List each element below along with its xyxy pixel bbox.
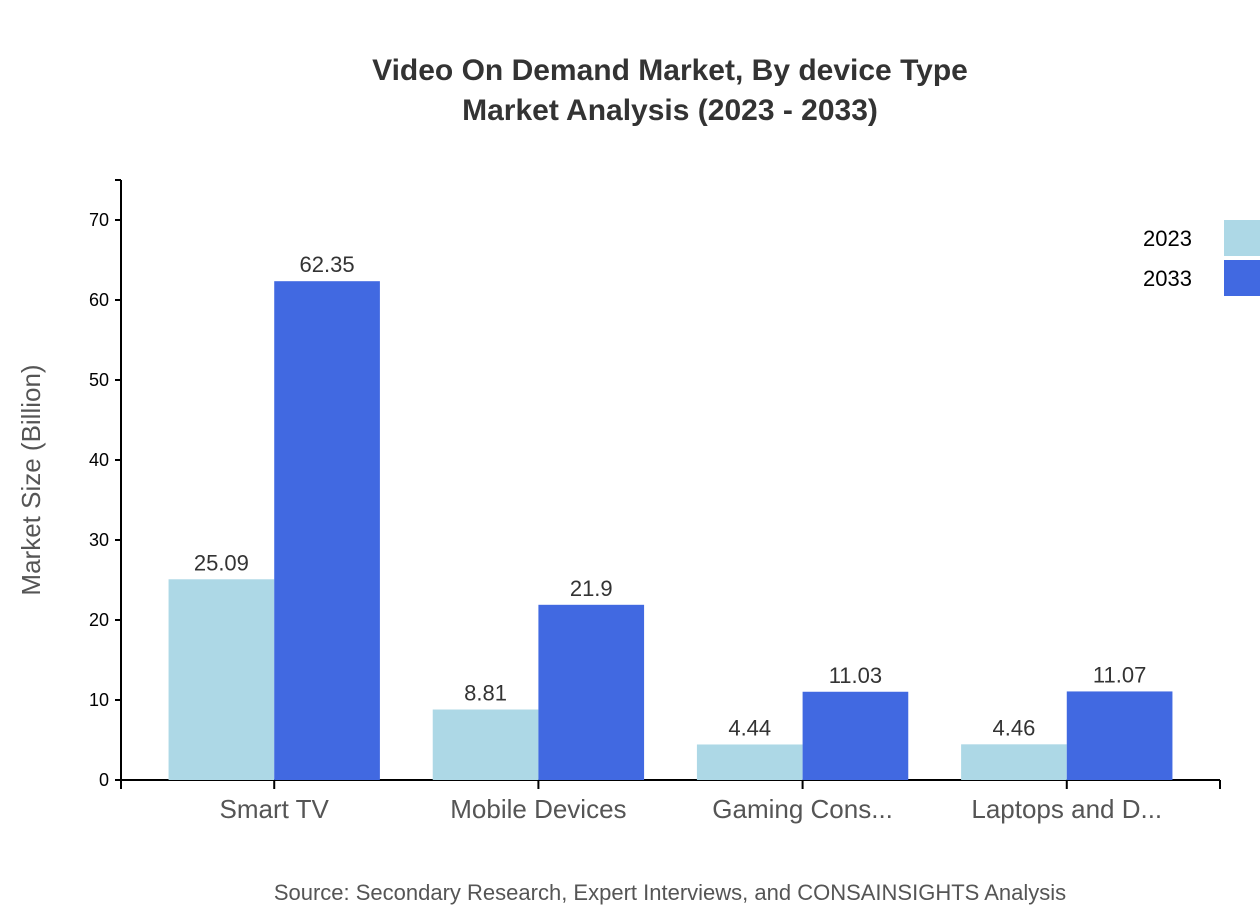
x-tick-label: Smart TV bbox=[220, 794, 330, 824]
data-label: 21.9 bbox=[570, 576, 613, 601]
data-label: 11.03 bbox=[829, 663, 882, 688]
legend-label: 2033 bbox=[1143, 266, 1192, 291]
y-axis-label: Market Size (Billion) bbox=[16, 364, 46, 595]
chart-title-line-1: Video On Demand Market, By device Type bbox=[372, 54, 968, 87]
bar-2033 bbox=[274, 281, 380, 780]
data-label: 4.44 bbox=[728, 715, 771, 740]
legend: 2023 2033 bbox=[1143, 220, 1260, 296]
data-label: 25.09 bbox=[194, 550, 249, 575]
data-label: 62.35 bbox=[300, 252, 355, 277]
bar-2023 bbox=[168, 579, 275, 780]
y-tick-label: 20 bbox=[89, 610, 109, 630]
bar-2033 bbox=[538, 604, 645, 780]
chart-title-line-2: Market Analysis (2023 - 2033) bbox=[462, 94, 878, 127]
x-tick-label: Laptops and D... bbox=[971, 794, 1162, 824]
bar-2023 bbox=[432, 709, 539, 780]
bar-2023 bbox=[961, 744, 1067, 780]
legend-label: 2023 bbox=[1143, 226, 1192, 251]
legend-swatch bbox=[1224, 260, 1260, 296]
x-axis: Smart TV Mobile Devices Gaming Cons... Lapt… bbox=[120, 779, 1221, 824]
y-tick-label: 0 bbox=[99, 770, 109, 790]
x-tick-label: Mobile Devices bbox=[450, 794, 626, 824]
bar-2033 bbox=[1066, 691, 1173, 780]
bars: 25.09 62.35 8.81 21.9 4.44 11.03 4.46 11.07 bbox=[168, 252, 1173, 780]
x-tick-label: Gaming Cons... bbox=[712, 794, 893, 824]
legend-swatch bbox=[1224, 220, 1260, 256]
bar-2023 bbox=[696, 744, 803, 780]
y-tick-label: 70 bbox=[89, 210, 109, 230]
y-tick-label: 50 bbox=[89, 370, 109, 390]
y-tick-label: 10 bbox=[89, 690, 109, 710]
y-tick-label: 60 bbox=[89, 290, 109, 310]
y-axis: 0 10 20 30 40 50 60 70 bbox=[89, 179, 122, 790]
y-tick-label: 30 bbox=[89, 530, 109, 550]
bar-2033 bbox=[802, 691, 909, 780]
data-label: 11.07 bbox=[1093, 662, 1146, 687]
data-label: 8.81 bbox=[464, 681, 507, 706]
y-tick-label: 40 bbox=[89, 450, 109, 470]
data-label: 4.46 bbox=[993, 715, 1036, 740]
source-note: Source: Secondary Research, Expert Inter… bbox=[274, 880, 1066, 905]
